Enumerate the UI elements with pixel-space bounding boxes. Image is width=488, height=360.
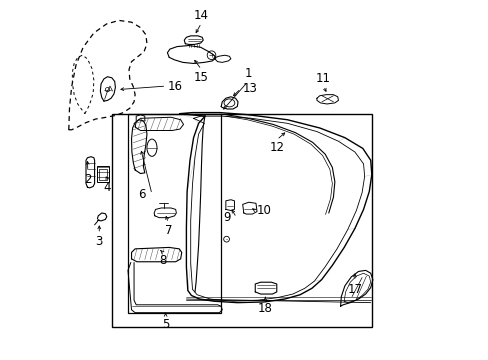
- Text: 3: 3: [95, 235, 103, 248]
- Text: 15: 15: [194, 71, 208, 84]
- Bar: [99, 168, 106, 180]
- Text: 8: 8: [159, 254, 166, 267]
- Bar: [97, 166, 109, 182]
- Text: 6: 6: [138, 188, 145, 201]
- Text: 7: 7: [164, 224, 172, 238]
- Text: 17: 17: [347, 283, 362, 296]
- Text: 2: 2: [84, 173, 91, 186]
- Text: 4: 4: [103, 181, 111, 194]
- Text: 10: 10: [256, 204, 271, 217]
- Text: 11: 11: [315, 72, 330, 85]
- Text: 12: 12: [269, 141, 284, 154]
- Text: 5: 5: [162, 318, 169, 331]
- Text: 9: 9: [223, 211, 230, 224]
- Bar: [128, 114, 221, 313]
- Text: 14: 14: [194, 9, 208, 22]
- Text: 16: 16: [167, 80, 183, 93]
- Bar: [112, 114, 371, 327]
- Text: 1: 1: [244, 67, 251, 80]
- Text: 13: 13: [242, 82, 257, 95]
- Text: 18: 18: [257, 302, 272, 315]
